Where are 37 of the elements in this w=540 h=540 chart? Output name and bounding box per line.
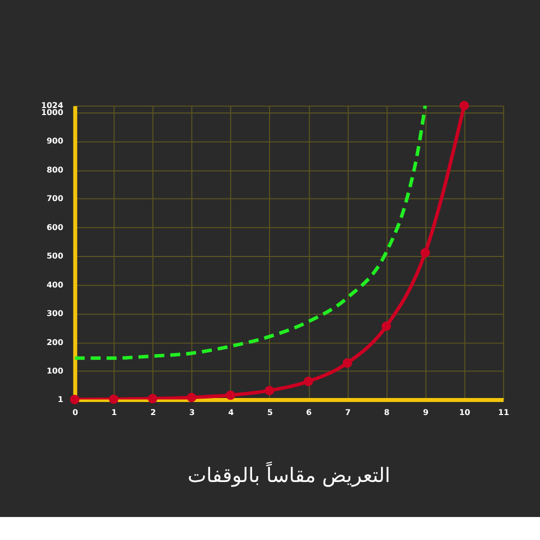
point (382, 322, 392, 331)
y-tick-label: 1024 (41, 101, 64, 110)
x-tick-label: 11 (498, 408, 510, 417)
x-tick-label: 2 (150, 408, 156, 417)
x-tick-label: 0 (72, 408, 78, 417)
point (148, 394, 158, 404)
y-tick-label: 1000 (41, 108, 64, 117)
point (108, 394, 118, 404)
point (342, 358, 352, 368)
y-tick-label: 800 (46, 165, 64, 174)
point (70, 394, 80, 404)
text: التعريض مقاساً بالوقفات (188, 460, 390, 488)
x-tick-label: 3 (189, 408, 195, 417)
x-tick-label: 1 (111, 408, 117, 417)
x-tick-label: 4 (228, 408, 234, 417)
x-tick-label: 6 (306, 408, 312, 417)
y-tick-label: 700 (46, 194, 64, 204)
y-tick-label: 400 (46, 280, 64, 290)
point (264, 386, 274, 396)
point (304, 376, 314, 386)
x-tick-label: 10 (459, 408, 471, 417)
line-series (74, 106, 427, 360)
point (226, 390, 236, 400)
y-tick-label: 100 (46, 366, 64, 376)
x-tick-label: 9 (422, 408, 429, 417)
x-tick-label: 7 (345, 408, 351, 417)
point (420, 248, 430, 258)
x-tick-label: 5 (267, 408, 273, 417)
y-tick-label: 1 (58, 394, 64, 404)
y-tick-label: 200 (46, 338, 64, 347)
point (186, 392, 196, 402)
y-tick-label: 500 (46, 252, 64, 261)
y-tick-label: 300 (46, 309, 64, 318)
y-tick-label: 600 (46, 222, 64, 232)
point (459, 100, 469, 110)
x-tick-label: 8 (384, 408, 390, 417)
y-tick-label: 900 (46, 136, 64, 146)
